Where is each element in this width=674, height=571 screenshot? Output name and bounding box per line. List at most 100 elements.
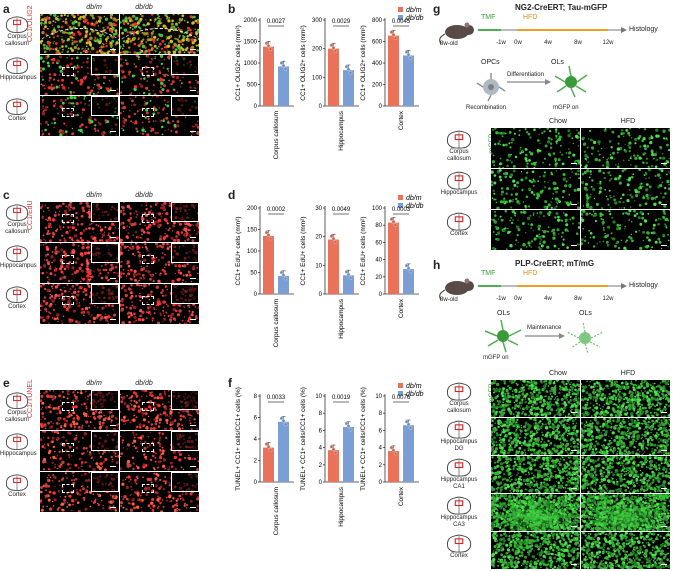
micrograph-h-2-1 — [581, 456, 670, 493]
micrograph-a-1-0 — [40, 55, 119, 95]
data-point — [408, 56, 413, 60]
panel-h-title: PLP-CreERT; mT/mG — [515, 259, 595, 268]
panel-label-f: f — [228, 376, 232, 390]
inset-box — [171, 472, 199, 492]
panel-g-cell2: OLs — [551, 59, 564, 66]
scale-bar — [110, 278, 116, 279]
scale-bar — [661, 204, 667, 205]
zoom-region — [62, 484, 74, 493]
y-tick-label: 400 — [372, 61, 383, 67]
data-point — [344, 270, 349, 274]
y-tick-label: 600 — [372, 40, 383, 46]
col-title-a-1: db/m — [86, 4, 102, 11]
zoom-region — [142, 296, 154, 305]
inset-box — [91, 202, 119, 222]
y-tick-label: 1000 — [244, 61, 258, 67]
micrograph-h-2-0 — [491, 456, 580, 493]
panel-g-end: Histology — [629, 26, 658, 33]
scale-bar — [661, 163, 667, 164]
y-tick-label: 50 — [250, 271, 257, 277]
inset-box — [171, 96, 199, 116]
panel-label-g: g — [433, 2, 441, 16]
zoom-region — [62, 108, 74, 117]
data-point — [331, 46, 336, 50]
y-tick-label: 0 — [254, 104, 258, 110]
y-tick-label: 6 — [379, 428, 383, 434]
panel-g: NG2-CreERT; Tau-mGFP TMF HFD Histology 8… — [433, 0, 674, 255]
bar-dbdb — [278, 66, 289, 106]
panel-label-h: h — [433, 258, 441, 272]
bar-dbm — [263, 46, 274, 106]
legend-swatch-dbm — [398, 195, 403, 200]
panel-label-e: e — [3, 376, 10, 390]
y-tick-label: 0 — [379, 104, 383, 110]
brain-icon — [445, 130, 473, 155]
data-point — [333, 49, 338, 53]
scale-bar — [110, 466, 116, 467]
scale-bar — [661, 564, 667, 565]
data-point — [266, 44, 271, 48]
scale-bar — [190, 319, 196, 320]
y-tick-label: 4 — [379, 446, 383, 452]
x-category-label: Corpus callosum — [273, 111, 280, 159]
inset-box — [91, 55, 119, 75]
data-point — [329, 234, 334, 238]
x-category-label: Cortex — [398, 486, 405, 506]
data-point — [283, 422, 288, 427]
g-tick-0: -1w — [496, 40, 506, 46]
bar-dbdb — [278, 275, 289, 294]
col-title-e-2: db/db — [135, 380, 153, 387]
micrograph-g-2-0 — [491, 210, 580, 250]
panel-h-col1: Chow — [549, 370, 567, 377]
micrograph-c-0-1 — [120, 202, 199, 242]
row-label-h-1: Hippocampus DG — [440, 439, 478, 452]
micrograph-g-2-1 — [581, 210, 670, 250]
row-label-h-3: Hippocampus CA3 — [440, 515, 478, 528]
zoom-region — [62, 402, 74, 411]
data-point — [266, 233, 271, 237]
panel-h-age: 8w-old — [440, 297, 458, 303]
data-point — [393, 36, 398, 40]
scale-bar — [190, 425, 196, 426]
y-axis-label: CC1+ OLIG2+ cells (mm²) — [300, 25, 307, 101]
inset-box — [171, 390, 199, 410]
scale-bar — [571, 204, 577, 205]
scale-bar — [571, 526, 577, 527]
g-tick-3: 8w — [574, 40, 582, 46]
data-point — [348, 70, 353, 75]
data-point — [408, 269, 413, 274]
micrograph-h-4-0 — [491, 532, 580, 569]
bar-dbm — [388, 451, 399, 482]
y-tick-label: 0 — [319, 292, 323, 298]
data-point — [264, 442, 269, 446]
scale-bar — [190, 90, 196, 91]
micrograph-a-0-1 — [120, 14, 199, 54]
dashed-outline — [40, 28, 119, 54]
panel-label-c: c — [3, 188, 10, 202]
ol-cell-icon-2 — [566, 321, 604, 354]
brain-icon — [4, 245, 30, 268]
scale-bar — [571, 488, 577, 489]
panel-g-cell1: OPCs — [481, 59, 500, 66]
mouse-icon — [439, 22, 474, 45]
data-point — [346, 67, 351, 72]
bar-dbm — [328, 450, 339, 482]
data-point — [389, 217, 394, 221]
y-tick-label: 0 — [379, 292, 383, 298]
y-tick-label: 2000 — [244, 18, 258, 24]
y-tick-label: 20 — [315, 235, 322, 241]
panel-label-b: b — [228, 2, 236, 16]
scale-bar — [110, 131, 116, 132]
bar-dbm — [388, 35, 399, 106]
brain-icon — [4, 57, 30, 80]
data-point — [283, 276, 288, 281]
scale-bar — [571, 163, 577, 164]
micrograph-g-1-0 — [491, 169, 580, 209]
legend-label-dbdb: db/db — [406, 15, 424, 22]
y-axis-label: TUNEL+ CC1+ cells/CC1+ cells (%) — [300, 387, 307, 491]
row-label-c-1: Hippocampus — [0, 263, 37, 269]
y-tick-label: 2 — [254, 459, 258, 465]
col-title-e-1: db/m — [86, 380, 102, 387]
row-label-e-0: Corpus callosum — [5, 410, 29, 423]
panel-g-title: NG2-CreERT; Tau-mGFP — [515, 3, 608, 12]
